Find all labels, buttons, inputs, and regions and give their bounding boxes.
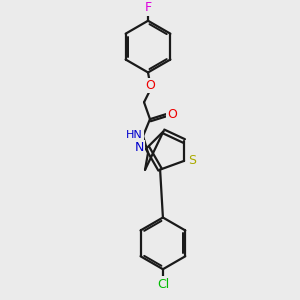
Text: O: O (167, 108, 177, 121)
Text: F: F (145, 1, 152, 14)
Text: O: O (145, 79, 155, 92)
Text: S: S (188, 154, 196, 167)
Text: HN: HN (126, 130, 142, 140)
Text: Cl: Cl (157, 278, 169, 291)
Text: N: N (135, 141, 144, 154)
